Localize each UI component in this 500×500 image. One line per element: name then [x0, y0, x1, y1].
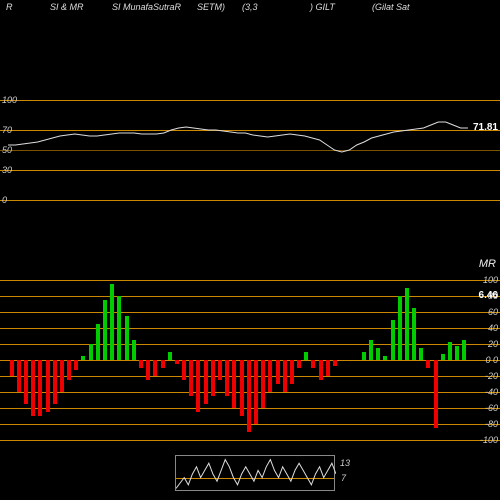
mr-bar [383, 356, 387, 360]
mr-bar [24, 360, 28, 404]
mr-bar [175, 360, 179, 364]
header-label: ) GILT [308, 2, 337, 12]
axis-tick-label: 0 0 [485, 355, 498, 365]
mr-bar [391, 320, 395, 360]
mr-bar [290, 360, 294, 384]
mr-bar [398, 296, 402, 360]
axis-tick-label: -60 [485, 403, 498, 413]
mini-line-svg [176, 456, 336, 492]
header-label: SETM) [195, 2, 227, 12]
mr-bar [110, 284, 114, 360]
mr-bar [362, 352, 366, 360]
mr-bar [232, 360, 236, 408]
mr-section-label: MR [479, 258, 496, 270]
mr-bar [247, 360, 251, 432]
grid-line [0, 440, 500, 441]
axis-tick-label: 40 [488, 323, 498, 333]
grid-line [0, 328, 500, 329]
mr-bar [434, 360, 438, 428]
mr-bar [419, 348, 423, 360]
mr-bar [304, 352, 308, 360]
mr-bar [297, 360, 301, 368]
grid-line [0, 296, 500, 297]
mr-bar [240, 360, 244, 416]
mr-bar [103, 300, 107, 360]
mr-bar [153, 360, 157, 376]
mr-bar [96, 324, 100, 360]
mr-bar [455, 346, 459, 360]
grid-line [0, 280, 500, 281]
mr-bar [146, 360, 150, 380]
mr-bar [182, 360, 186, 380]
mr-bar [74, 360, 78, 370]
grid-line [0, 344, 500, 345]
mr-bar [139, 360, 143, 368]
mr-bar [60, 360, 64, 392]
mr-bar [268, 360, 272, 392]
mini-value-label: 13 [340, 458, 350, 468]
mr-bar [81, 356, 85, 360]
mr-bar [67, 360, 71, 380]
mr-bar [204, 360, 208, 404]
header-label: (3,3 [240, 2, 260, 12]
mr-bar [161, 360, 165, 368]
mr-bar [448, 342, 452, 360]
axis-tick-label: -100 [480, 435, 498, 445]
mr-bar [369, 340, 373, 360]
mr-bar [31, 360, 35, 416]
axis-tick-label: -80 [485, 419, 498, 429]
mr-bar [441, 354, 445, 360]
mr-current-value: 6.46 [479, 290, 498, 301]
mr-bar [46, 360, 50, 412]
axis-tick-label: -20 [485, 371, 498, 381]
header-label: R [4, 2, 15, 12]
rsi-line-svg [0, 100, 500, 200]
mr-bar [168, 352, 172, 360]
mr-bar [89, 344, 93, 360]
mr-bar [311, 360, 315, 368]
mini-oscillator-panel: 137 [175, 455, 335, 491]
mr-bar [319, 360, 323, 380]
mr-bar [254, 360, 258, 424]
header-label: SI & MR [48, 2, 86, 12]
mr-bar [17, 360, 21, 392]
mr-bar [53, 360, 57, 404]
grid-line [0, 312, 500, 313]
mr-bar [405, 288, 409, 360]
mr-bar [283, 360, 287, 392]
mr-bar [261, 360, 265, 408]
header-label: SI MunafaSutraR [110, 2, 183, 12]
grid-line [0, 200, 500, 201]
header-label: (Gilat Sat [370, 2, 412, 12]
rsi-current-value: 71.81 [473, 122, 498, 133]
mr-bar [189, 360, 193, 396]
mr-bar [218, 360, 222, 380]
axis-tick-label: 60 [488, 307, 498, 317]
mr-bar-panel: MR-100-80-60-40-200 0204060801006.46 [0, 280, 500, 440]
mr-bar [196, 360, 200, 412]
axis-tick-label: 100 [483, 275, 498, 285]
mr-bar [462, 340, 466, 360]
mr-bar [326, 360, 330, 376]
mr-bar [38, 360, 42, 416]
mr-bar [426, 360, 430, 368]
mr-bar [276, 360, 280, 384]
mr-bar [225, 360, 229, 396]
axis-tick-label: 20 [488, 339, 498, 349]
mr-bar [125, 316, 129, 360]
mr-bar [376, 348, 380, 360]
axis-tick-label: -40 [485, 387, 498, 397]
mr-bar [117, 296, 121, 360]
mr-bar [132, 340, 136, 360]
rsi-panel: 030507010071.81 [0, 100, 500, 200]
mr-bar [333, 360, 337, 366]
chart-header: R SI & MR SI MunafaSutraR SETM) (3,3 ) GILT (G… [0, 2, 500, 14]
mini-mid-label: 7 [341, 473, 346, 483]
mr-bar [412, 308, 416, 360]
mr-bar [211, 360, 215, 396]
mr-bar [10, 360, 14, 376]
